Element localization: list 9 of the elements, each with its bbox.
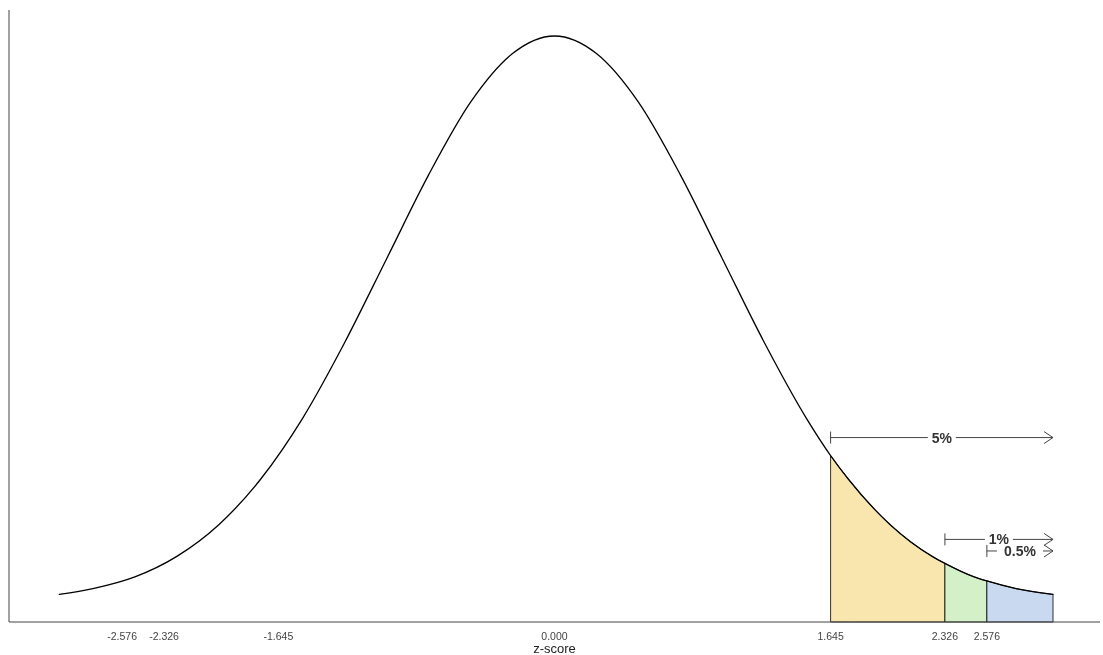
annotation: 5%: [931, 429, 953, 446]
x-tick-label: -2.326: [149, 630, 180, 642]
x-tick-label: 0.000: [541, 630, 568, 642]
x-tick-label: 2.326: [931, 630, 959, 642]
x-tick-label: 1.645: [817, 630, 844, 642]
x-axis-title: z-score: [533, 641, 576, 655]
x-tick-label: -1.645: [263, 630, 294, 642]
x-tick-label: -2.576: [107, 630, 138, 642]
x-tick-label: 2.576: [973, 630, 1001, 642]
